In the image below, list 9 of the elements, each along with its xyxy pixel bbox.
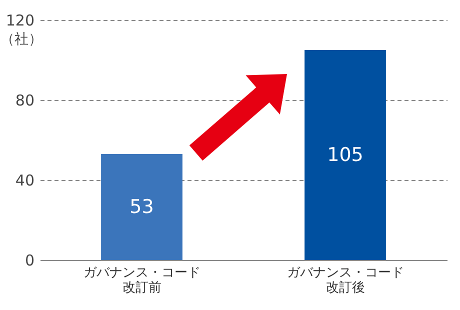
- y-tick-label: 120: [6, 12, 34, 30]
- y-tick-label: 0: [24, 252, 34, 270]
- x-tick-label: ガバナンス・コード改訂前: [83, 266, 200, 296]
- y-axis-title: （社）: [0, 32, 42, 48]
- data-label: 53: [130, 196, 154, 218]
- y-tick-label: 40: [15, 172, 34, 190]
- data-label: 105: [327, 144, 364, 166]
- y-tick-label: 80: [15, 92, 34, 110]
- x-tick-label: ガバナンス・コード改訂後: [286, 266, 404, 296]
